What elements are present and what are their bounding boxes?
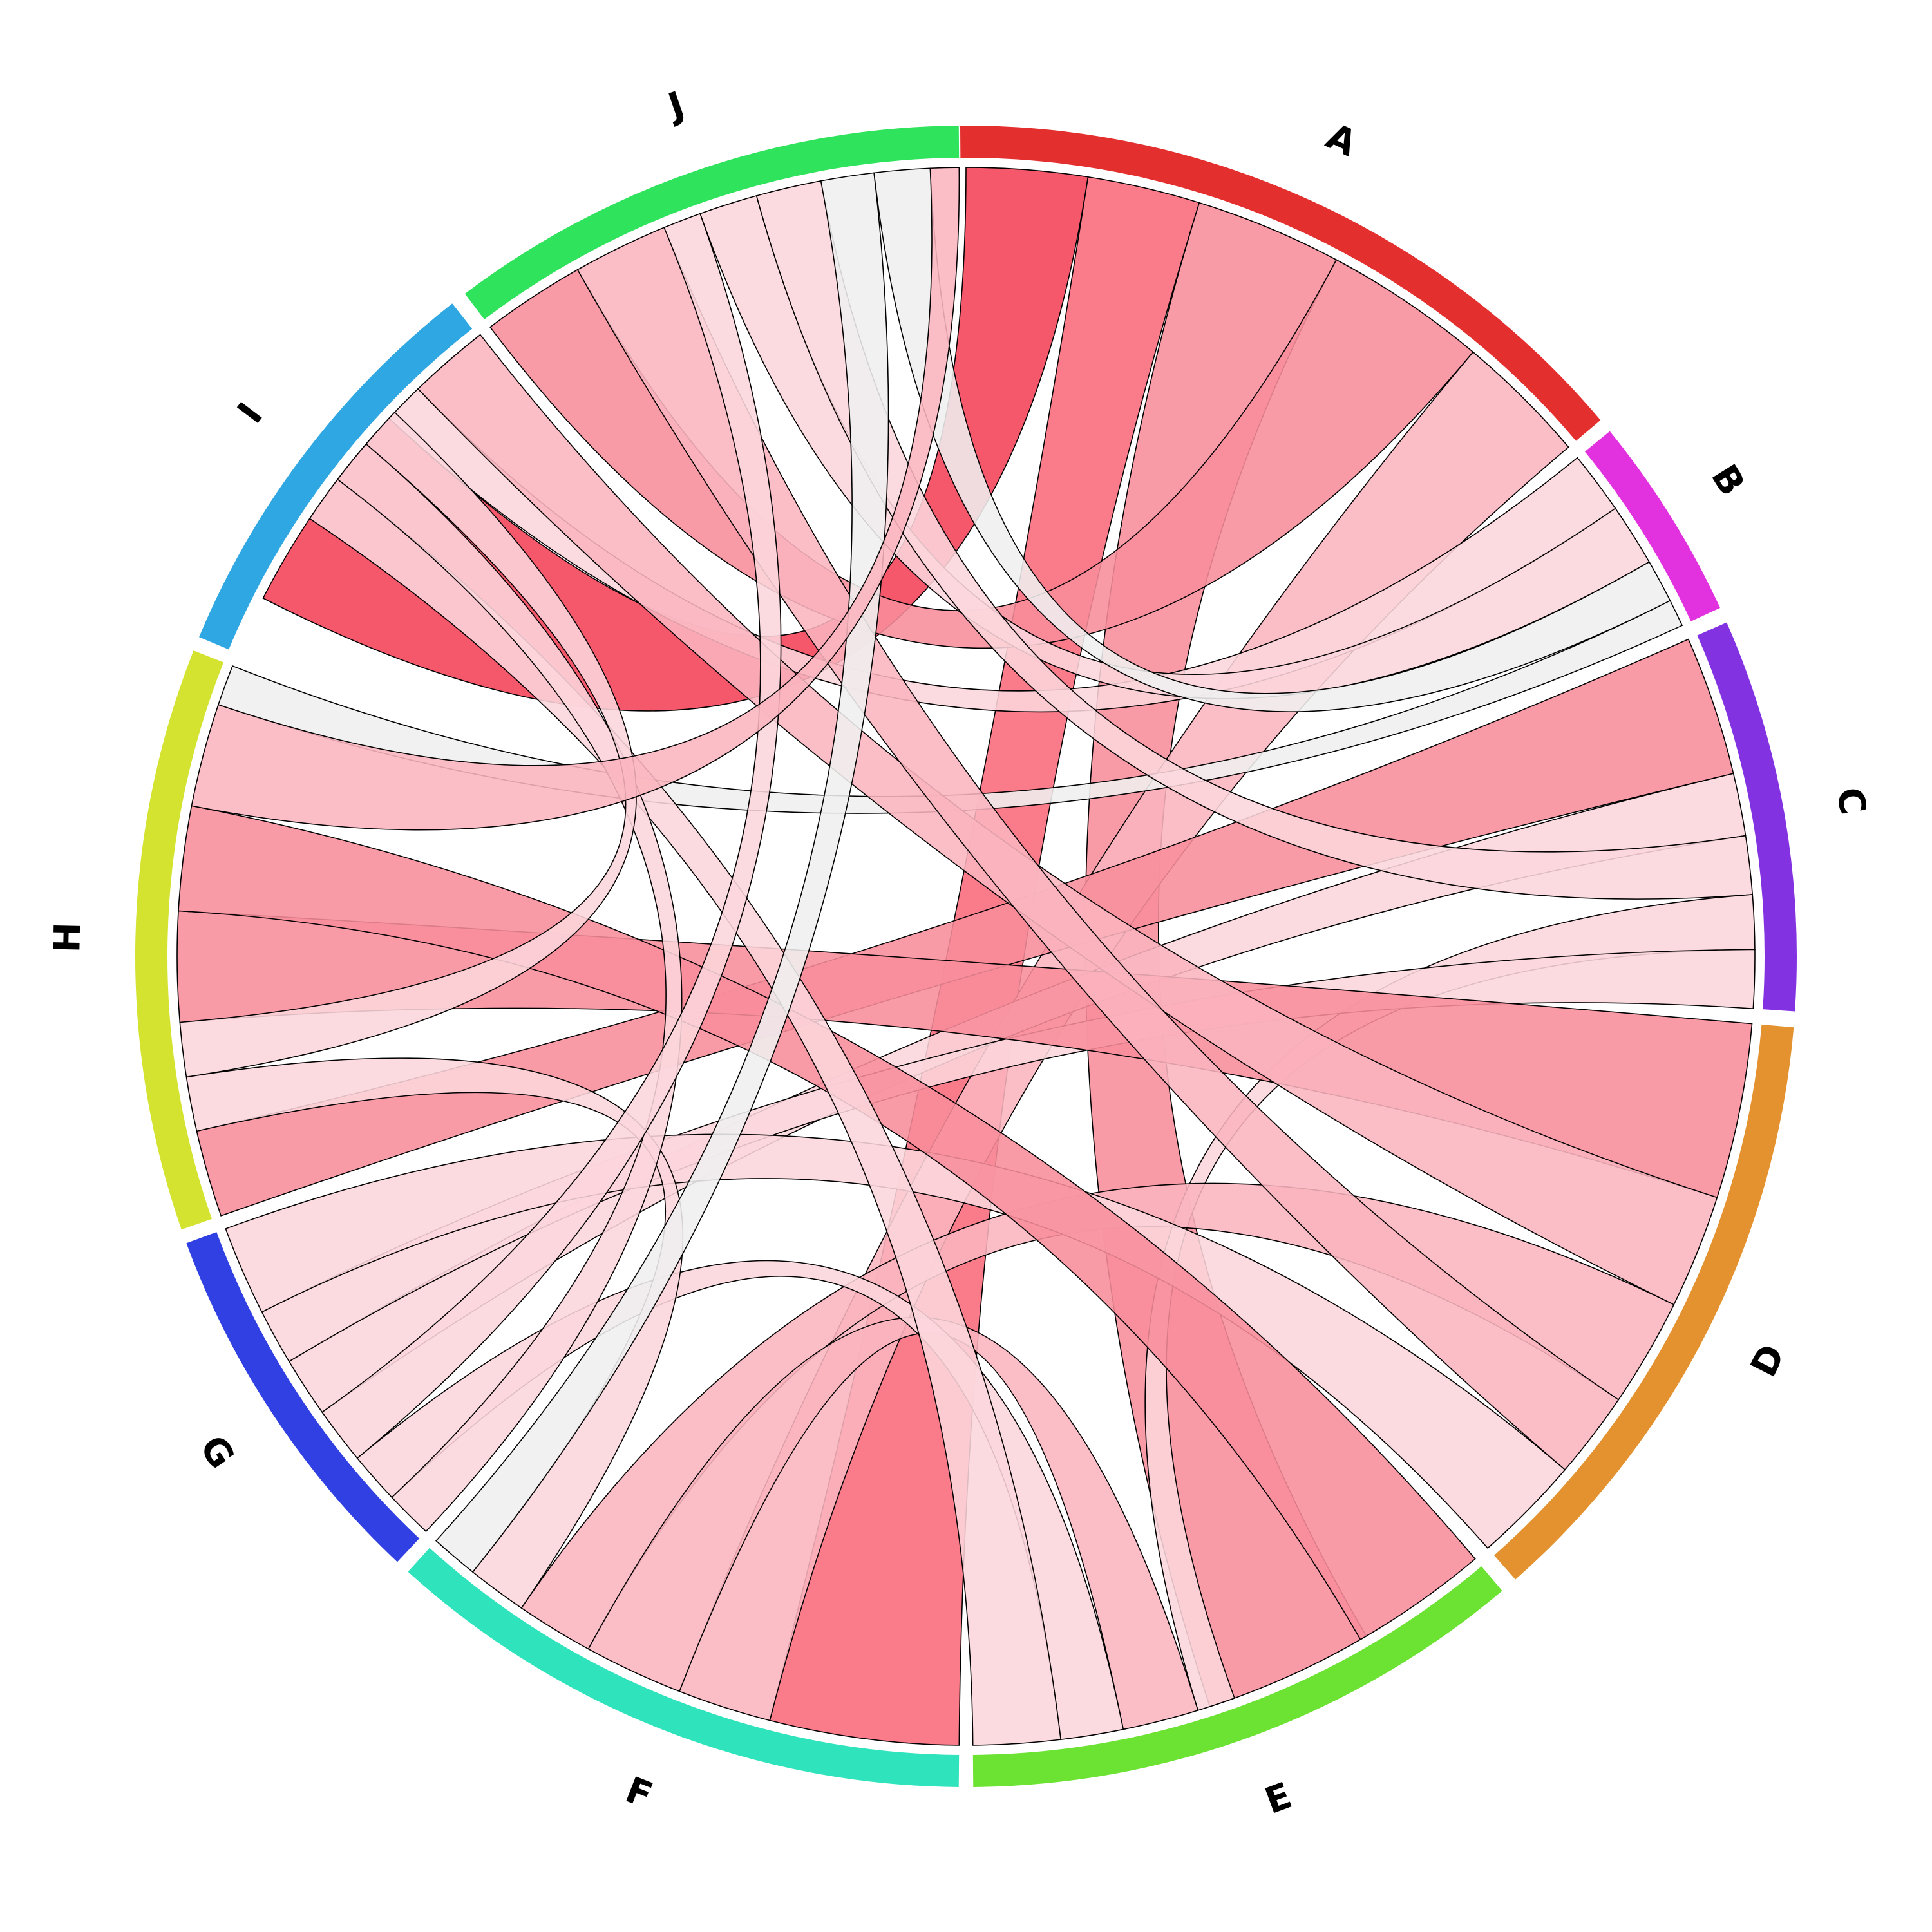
segment-arc-b bbox=[1584, 431, 1721, 621]
ribbon-h-j bbox=[191, 167, 960, 831]
segment-arc-a bbox=[960, 125, 1601, 441]
segment-label-e: E bbox=[1260, 1775, 1297, 1823]
segment-label-i: I bbox=[230, 395, 271, 431]
segment-arc-i bbox=[199, 303, 473, 650]
ribbon-c-j bbox=[755, 180, 1754, 900]
ribbon-e-f bbox=[587, 1317, 1199, 1730]
ribbon-f-j bbox=[435, 172, 889, 1573]
ribbon-g-j bbox=[321, 213, 782, 1459]
segment-label-a: A bbox=[1320, 115, 1363, 165]
segment-arc-layer bbox=[135, 125, 1797, 1787]
ribbon-e-h bbox=[178, 805, 1476, 1640]
ribbon-h-i bbox=[179, 412, 637, 1078]
segment-label-f: F bbox=[620, 1769, 658, 1817]
segment-arc-h bbox=[135, 650, 224, 1230]
segment-arc-d bbox=[1494, 1024, 1794, 1580]
ribbon-c-h bbox=[196, 638, 1734, 1217]
segment-arc-j bbox=[464, 126, 960, 320]
segment-label-c: C bbox=[1828, 784, 1873, 818]
ribbon-layer bbox=[176, 167, 1756, 1746]
segment-arc-c bbox=[1697, 622, 1797, 1012]
ribbon-d-j bbox=[576, 227, 1620, 1471]
segment-label-g: G bbox=[191, 1428, 243, 1476]
segment-label-h: H bbox=[46, 922, 89, 953]
ribbon-d-i bbox=[417, 334, 1718, 1305]
segment-arc-e bbox=[972, 1566, 1502, 1787]
segment-label-j: J bbox=[661, 84, 689, 129]
segment-arc-g bbox=[186, 1232, 420, 1562]
segment-arc-f bbox=[408, 1548, 960, 1787]
ribbon-g-i bbox=[337, 443, 683, 1533]
segment-label-b: B bbox=[1703, 457, 1753, 503]
segment-label-d: D bbox=[1743, 1338, 1794, 1384]
ribbon-e-i bbox=[308, 478, 1062, 1746]
